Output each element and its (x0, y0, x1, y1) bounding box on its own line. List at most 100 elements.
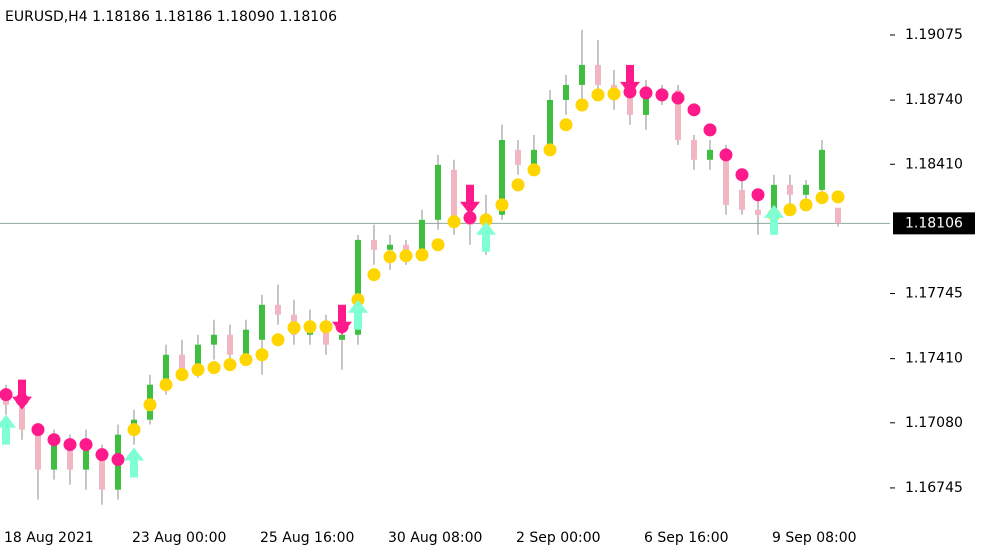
candle-body (451, 169, 457, 225)
candle-body (419, 219, 425, 255)
up-dot (559, 118, 573, 132)
candle-body (83, 449, 89, 470)
up-dot (575, 98, 589, 112)
down-dot (671, 91, 685, 105)
current-price-label: 1.18106 (905, 215, 963, 231)
down-dot (655, 88, 669, 102)
candle-body (531, 149, 537, 165)
chart-title: EURUSD,H4 1.18186 1.18186 1.18090 1.1810… (5, 9, 337, 25)
up-dot (367, 268, 381, 282)
candle-body (547, 99, 553, 150)
up-dot (159, 378, 173, 392)
candle-body (819, 149, 825, 190)
up-dot (255, 348, 269, 362)
candle-body (835, 207, 841, 224)
y-tick-label: 1.16745 (905, 480, 963, 496)
candle-body (51, 444, 57, 470)
candle-body (179, 354, 185, 370)
down-arrow (12, 379, 32, 410)
candle-body (259, 304, 265, 340)
candle-body (595, 64, 601, 85)
candle-body (67, 444, 73, 470)
up-dot (495, 198, 509, 212)
candle-body (275, 304, 281, 315)
up-dot (511, 178, 525, 192)
up-arrow (476, 221, 496, 252)
candle-body (211, 334, 217, 345)
up-dot (783, 203, 797, 217)
y-tick-label: 1.17410 (905, 351, 963, 367)
up-dot (527, 163, 541, 177)
x-tick-label: 9 Sep 08:00 (772, 530, 857, 546)
candle-body (35, 429, 41, 470)
candle-body (707, 149, 713, 160)
up-dot (799, 198, 813, 212)
up-dot (815, 191, 829, 205)
candle-body (579, 64, 585, 85)
down-dot (63, 438, 77, 452)
down-dot (79, 438, 93, 452)
candle-body (3, 397, 9, 405)
up-arrow (124, 447, 144, 478)
down-dot (703, 123, 717, 137)
y-tick-label: 1.18410 (905, 156, 963, 172)
candle-body (627, 94, 633, 115)
up-dot (287, 321, 301, 335)
up-dot (415, 248, 429, 262)
down-dot (0, 388, 13, 402)
candle-body (323, 324, 329, 345)
candle-body (227, 334, 233, 355)
candle-body (739, 189, 745, 210)
down-dot (31, 423, 45, 437)
x-tick-label: 6 Sep 16:00 (644, 530, 729, 546)
up-dot (207, 361, 221, 375)
up-dot (607, 87, 621, 101)
up-dot (383, 250, 397, 264)
x-tick-label: 25 Aug 16:00 (260, 530, 354, 546)
candle-body (723, 149, 729, 205)
candle-body (19, 404, 25, 430)
down-dot (95, 448, 109, 462)
candle-body (195, 344, 201, 370)
up-dot (319, 320, 333, 334)
x-tick-label: 2 Sep 00:00 (516, 530, 601, 546)
candle-body (339, 334, 345, 340)
up-dot (479, 213, 493, 227)
down-dot (719, 148, 733, 162)
candle-body (99, 449, 105, 490)
candle-body (563, 84, 569, 100)
down-dot (687, 103, 701, 117)
candle-body (499, 139, 505, 215)
candle-body (803, 184, 809, 195)
up-dot (831, 190, 845, 204)
candle-body (755, 209, 761, 215)
down-dot (639, 86, 653, 100)
up-dot (431, 238, 445, 252)
candle-body (355, 239, 361, 335)
up-dot (143, 398, 157, 412)
up-arrow (764, 204, 784, 235)
up-dot (543, 143, 557, 157)
up-dot (191, 363, 205, 377)
up-dot (175, 368, 189, 382)
candle-body (643, 94, 649, 115)
candle-body (771, 184, 777, 215)
down-arrow (620, 64, 640, 95)
x-tick-label: 23 Aug 00:00 (132, 530, 226, 546)
up-dot (271, 333, 285, 347)
up-dot (399, 249, 413, 263)
candle-body (787, 184, 793, 195)
down-dot (111, 453, 125, 467)
x-tick-label: 30 Aug 08:00 (388, 530, 482, 546)
up-dot (239, 353, 253, 367)
y-tick-label: 1.19075 (905, 27, 963, 43)
candle-body (163, 354, 169, 385)
candle-body (371, 239, 377, 250)
up-dot (591, 88, 605, 102)
down-arrow (460, 184, 480, 215)
candle-body (691, 139, 697, 160)
candle-body (515, 149, 521, 165)
up-arrow (0, 414, 16, 445)
